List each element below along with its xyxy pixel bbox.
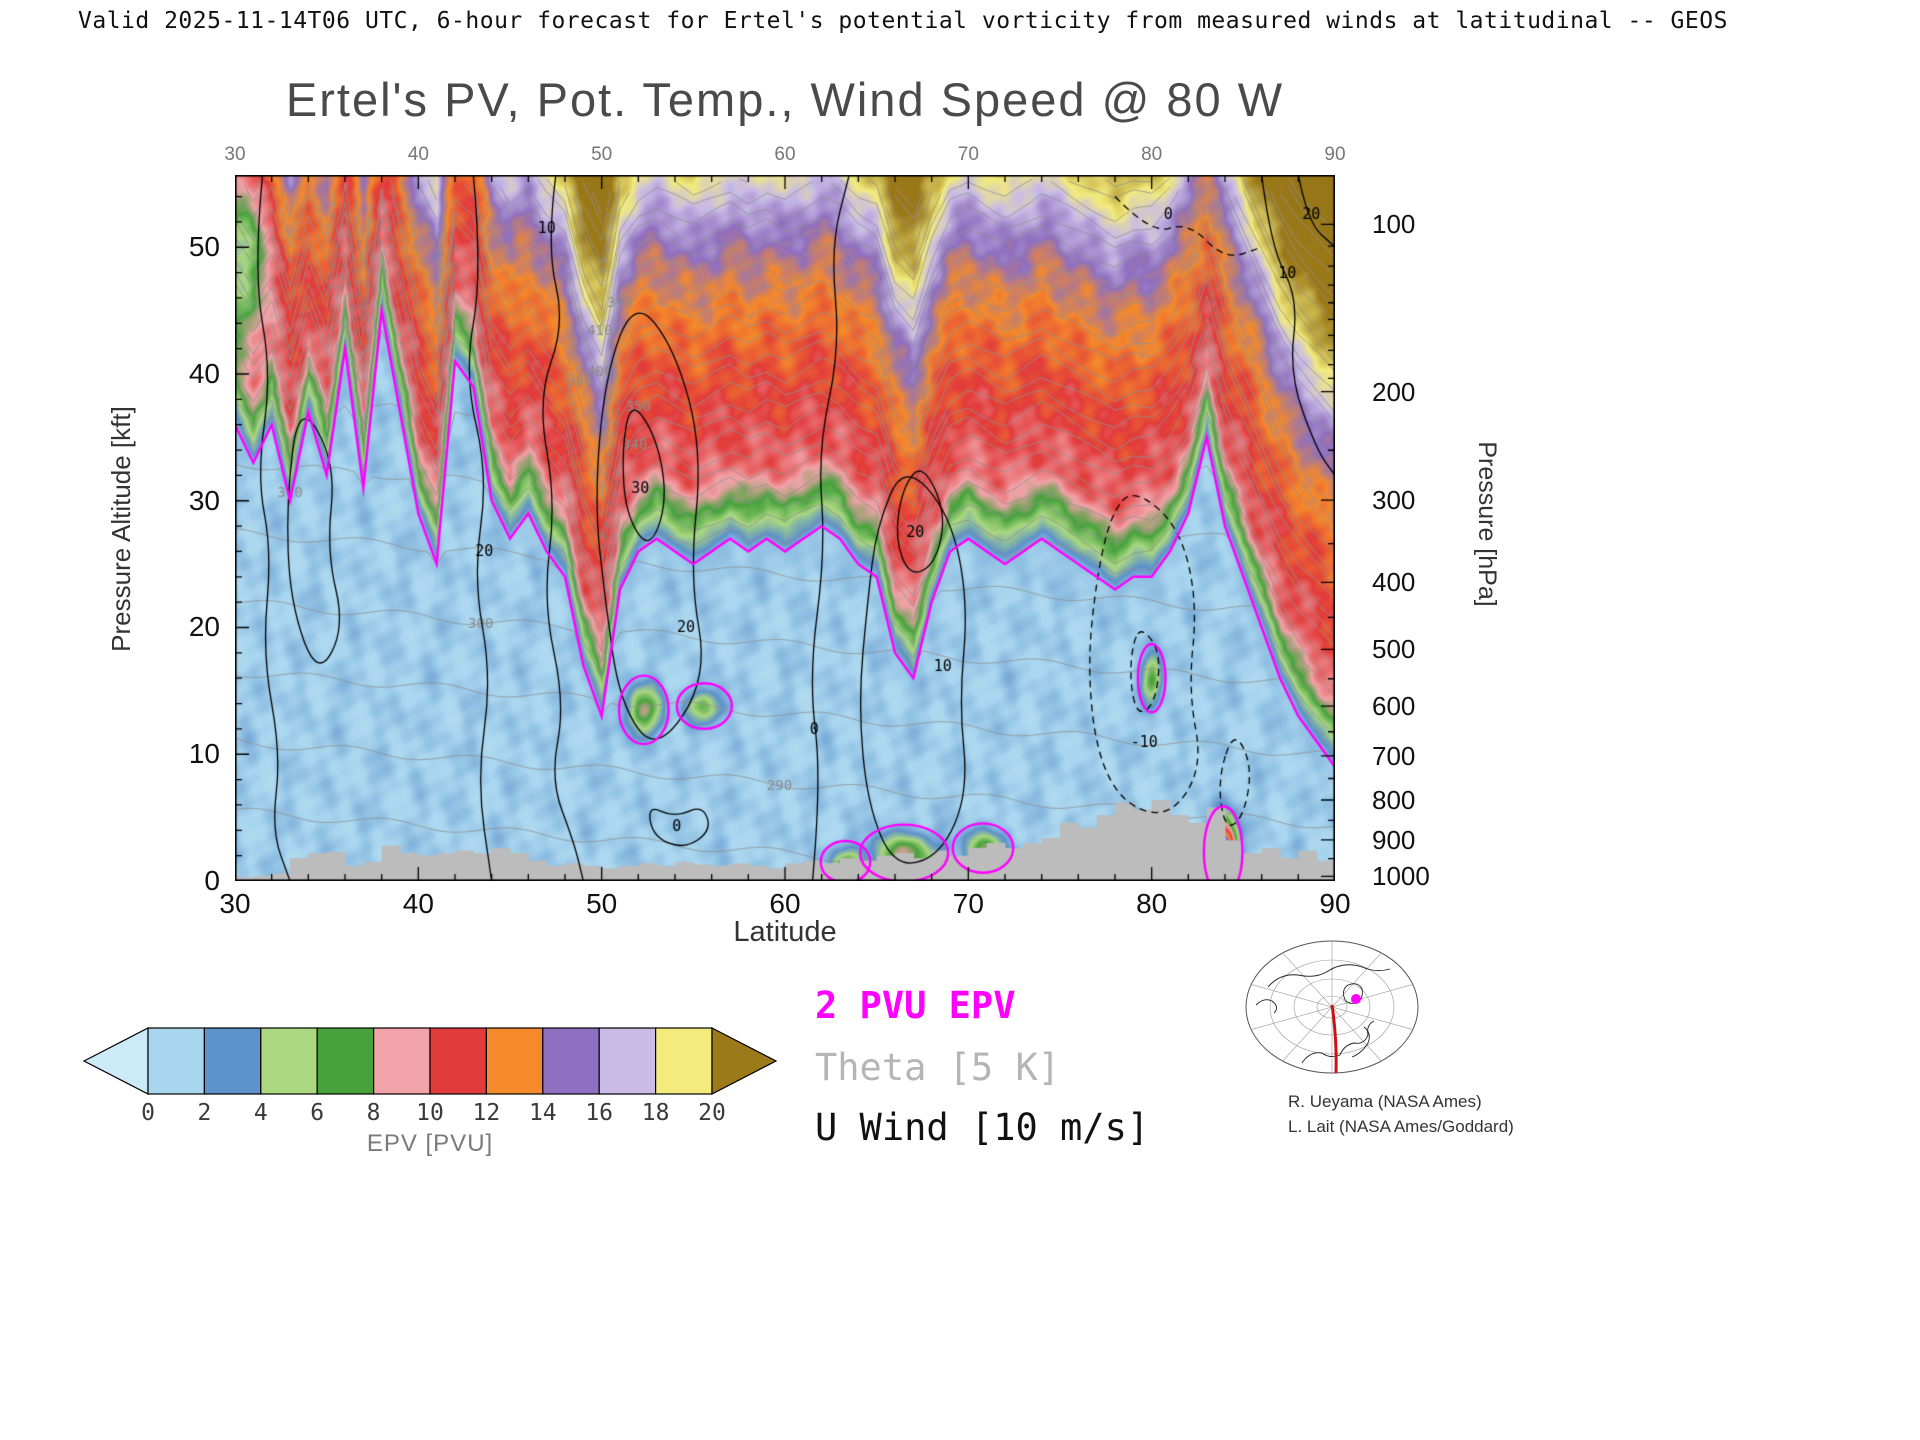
legend-uwind: U Wind [10 m/s]: [815, 1106, 1150, 1149]
map-inset: [1245, 940, 1419, 1074]
y-right-tick-label: 300: [1372, 485, 1416, 516]
x-axis-top-tick-label: 60: [774, 144, 796, 165]
x-axis-tick-label: 70: [952, 888, 984, 919]
x-axis-tick-label: 30: [219, 888, 251, 919]
y-left-axis-title: Pressure Altitude [kft]: [106, 406, 136, 652]
y-right-tick-label: 800: [1372, 784, 1416, 815]
legend-2pvu-epv: 2 PVU EPV: [815, 984, 1016, 1027]
colorbar-band: [542, 1027, 600, 1095]
map-cross-section-line: [1330, 1004, 1338, 1074]
x-axis-top-tick-label: 90: [1324, 144, 1346, 165]
colorbar-title: EPV [PVU]: [366, 1130, 494, 1157]
colorbar-band: [260, 1027, 318, 1095]
colorbar-band: [373, 1027, 431, 1095]
y-right-tick-label: 100: [1372, 209, 1416, 240]
colorbar-band: [316, 1027, 375, 1095]
y-left-tick-label: 40: [188, 357, 220, 389]
legend-theta: Theta [5 K]: [815, 1046, 1061, 1089]
credit-line-1: R. Ueyama (NASA Ames): [1288, 1092, 1482, 1111]
colorbar: [82, 1027, 778, 1095]
y-right-tick-label: 700: [1372, 740, 1416, 771]
colorbar-tick-label: 12: [472, 1100, 501, 1126]
x-axis-tick-label: 60: [769, 888, 801, 919]
y-left-tick-label: 30: [188, 484, 220, 516]
colorbar-tick-label: 8: [366, 1100, 381, 1126]
colorbar-band: [598, 1027, 657, 1095]
x-axis-tick-label: 90: [1319, 888, 1351, 919]
colorbar-tick-label: 18: [641, 1100, 670, 1126]
colorbar-band: [485, 1027, 544, 1095]
x-axis-top-tick-label: 50: [591, 144, 613, 165]
colorbar-band: [147, 1027, 206, 1095]
y-left-tick-label: 20: [188, 611, 220, 643]
colorbar-tick-label: 4: [253, 1100, 268, 1126]
plot-area: [235, 175, 1335, 881]
colorbar-tick-label: 10: [416, 1100, 444, 1126]
y-left-tick-label: 50: [188, 231, 220, 263]
x-axis-title: Latitude: [733, 916, 837, 948]
y-left-tick-label: 10: [188, 738, 220, 770]
colorbar-tick-label: 20: [698, 1100, 726, 1126]
colorbar-band: [654, 1027, 713, 1095]
plot-title: Ertel's PV, Pot. Temp., Wind Speed @ 80 …: [285, 73, 1285, 126]
credit-line-2: L. Lait (NASA Ames/Goddard): [1288, 1117, 1514, 1136]
x-axis-tick-label: 50: [586, 888, 618, 919]
x-axis-top-tick-label: 70: [957, 144, 979, 165]
colorbar-tick-label: 6: [310, 1100, 325, 1126]
y-right-tick-label: 600: [1372, 691, 1416, 722]
x-axis-top-tick-label: 40: [407, 144, 429, 165]
colorbar-tick-label: 14: [528, 1100, 557, 1126]
y-right-tick-label: 400: [1372, 567, 1416, 598]
x-axis-top-tick-label: 30: [224, 144, 246, 165]
colorbar-tick-label: 0: [141, 1100, 155, 1126]
y-right-tick-label: 1000: [1372, 861, 1430, 892]
colorbar-band: [429, 1027, 488, 1095]
y-right-tick-label: 200: [1372, 376, 1416, 407]
pv-cross-section-canvas: [235, 175, 1335, 881]
colorbar-tick-label: 2: [197, 1100, 212, 1126]
y-right-tick-label: 900: [1372, 824, 1416, 855]
x-axis-tick-label: 80: [1136, 888, 1168, 919]
colorbar-under-arrow: [82, 1027, 149, 1095]
header-valid-line: Valid 2025-11-14T06 UTC, 6-hour forecast…: [78, 8, 1728, 34]
x-axis-tick-label: 40: [402, 888, 434, 919]
y-right-tick-label: 500: [1372, 634, 1416, 665]
colorbar-over-arrow: [711, 1027, 778, 1095]
colorbar-tick-label: 16: [585, 1100, 614, 1126]
map-location-dot: [1351, 994, 1361, 1004]
y-right-axis-title: Pressure [hPa]: [1473, 441, 1501, 607]
x-axis-top-tick-label: 80: [1141, 144, 1163, 165]
y-left-tick-label: 0: [204, 865, 220, 896]
colorbar-band: [203, 1027, 262, 1095]
